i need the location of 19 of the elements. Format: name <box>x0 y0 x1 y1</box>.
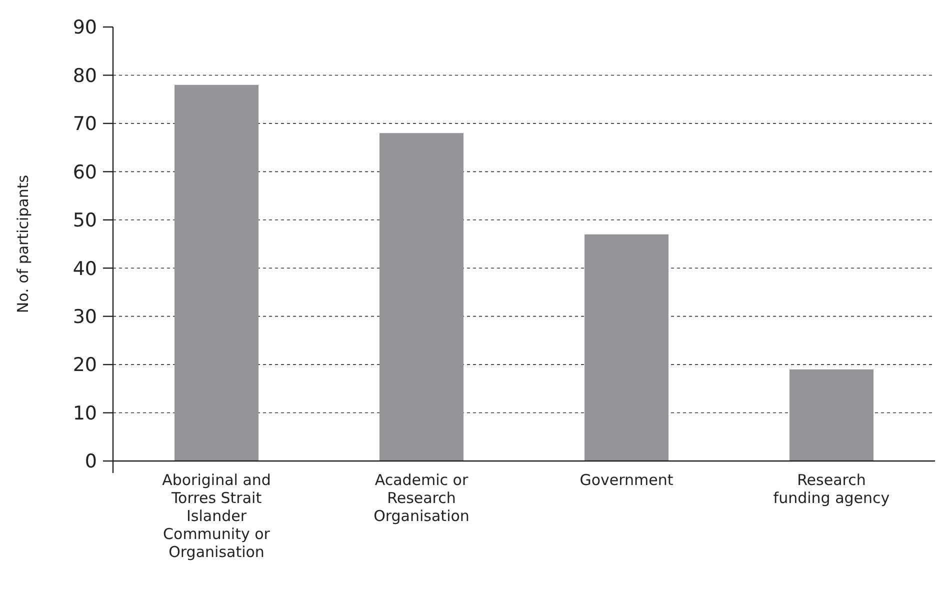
y-tick-label: 0 <box>84 450 97 473</box>
x-tick-label: Government <box>580 471 674 489</box>
y-tick-label: 30 <box>72 306 97 328</box>
y-tick-label: 80 <box>72 64 97 87</box>
y-axis-title: No. of participants <box>14 174 32 314</box>
x-tick-label: Research funding agency <box>773 471 890 507</box>
y-tick-label: 40 <box>72 258 97 280</box>
y-tick-label: 50 <box>72 210 97 232</box>
x-tick-label: Academic or Research Organisation <box>374 471 470 525</box>
y-tick-label: 60 <box>72 161 97 184</box>
y-tick-label: 90 <box>72 16 97 39</box>
x-tick-label: Aboriginal and Torres Strait Islander Community or Organisation <box>162 471 271 561</box>
bar <box>174 84 259 461</box>
y-tick-label: 20 <box>72 354 97 376</box>
bar <box>379 133 464 461</box>
y-tick-label: 70 <box>72 113 97 136</box>
y-tick-label: 10 <box>72 402 97 424</box>
bar <box>789 369 874 461</box>
bar <box>584 234 669 461</box>
